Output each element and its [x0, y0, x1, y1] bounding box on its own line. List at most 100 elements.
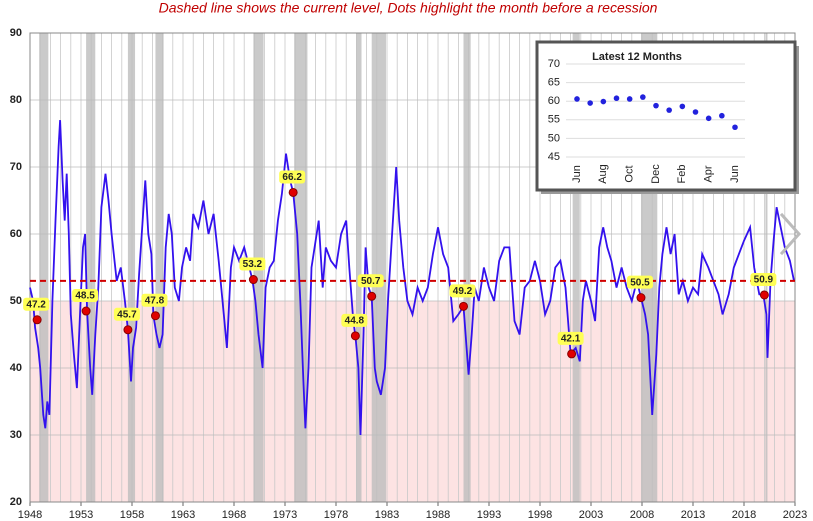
inset-dot [705, 115, 712, 122]
index-line [29, 120, 795, 436]
dot-label-bg [23, 297, 50, 311]
y-tick-label: 70 [10, 161, 22, 173]
x-tick-label: 2013 [681, 509, 705, 521]
inset-y-tick-label: 60 [548, 95, 560, 107]
inset-dot [640, 94, 646, 100]
recession-band [765, 33, 768, 502]
dot-label: 47.8 [145, 295, 165, 306]
recession-band [371, 33, 386, 502]
chart-title: Dashed line shows the current level, Dot… [159, 0, 658, 16]
recession-dot [123, 325, 133, 335]
dot-label-bg [113, 307, 140, 321]
inset-dot [679, 103, 686, 110]
y-tick-label: 30 [10, 429, 22, 441]
recession-band [127, 33, 136, 502]
inset-dot [613, 95, 620, 102]
x-tick-label: 1988 [426, 509, 450, 521]
x-tick-label: 1993 [477, 509, 501, 521]
dot-label: 47.2 [26, 299, 46, 310]
inset-y-tick-label: 65 [548, 77, 560, 89]
inset-dot [692, 109, 699, 115]
inset-y-tick-label: 70 [548, 58, 560, 70]
dot-label: 50.5 [630, 277, 650, 288]
y-tick-label: 20 [10, 496, 22, 508]
inset-box [535, 40, 797, 192]
y-tick-label: 90 [10, 27, 22, 39]
inset-y-tick-label: 55 [548, 114, 560, 126]
dot-label: 42.1 [561, 334, 581, 345]
inset-title: Latest 12 Months [592, 51, 682, 63]
x-tick-label: 1948 [18, 509, 42, 521]
recession-dot [248, 275, 258, 285]
dot-label-bg [449, 284, 476, 298]
y-tick-label: 50 [10, 295, 22, 307]
dot-label-bg [239, 257, 266, 271]
dot-label: 44.8 [345, 315, 365, 326]
inset-x-tick-label: Jun [729, 165, 741, 183]
inset-x-tick-label: Oct [624, 165, 636, 182]
recession-dot [567, 349, 577, 359]
dot-label-bg [626, 275, 653, 289]
x-tick-label: 1963 [171, 509, 195, 521]
x-tick-label: 2008 [630, 509, 654, 521]
dot-label: 49.2 [453, 286, 473, 297]
recession-band [39, 33, 49, 502]
inset-x-tick-label: Jun [571, 165, 583, 183]
recession-dot [150, 311, 160, 321]
x-tick-label: 1998 [528, 509, 552, 521]
inset-dot [626, 96, 633, 102]
dot-label-bg [557, 331, 584, 345]
x-tick-label: 2023 [783, 509, 807, 521]
x-tick-label: 1968 [222, 509, 246, 521]
recession-dot [32, 315, 42, 325]
x-tick-label: 1978 [324, 509, 348, 521]
recession-dot [636, 293, 646, 303]
x-tick-label: 1973 [273, 509, 297, 521]
recession-dot [759, 290, 769, 300]
x-tick-label: 1958 [120, 509, 144, 521]
recession-dot [459, 301, 468, 311]
scroll-arrow [779, 212, 802, 256]
recession-band [155, 33, 164, 502]
recession-dot [81, 306, 91, 316]
inset-dot [719, 112, 725, 119]
y-tick-label: 60 [10, 228, 22, 240]
inset-x-tick-label: Apr [703, 165, 715, 182]
dot-label-bg [750, 272, 777, 286]
dot-label: 48.5 [75, 291, 95, 302]
dot-label: 50.7 [361, 276, 381, 287]
recession-dot [350, 331, 360, 341]
inset-y-tick-label: 50 [548, 132, 560, 144]
inset-dot [653, 102, 659, 109]
x-tick-label: 1983 [375, 509, 399, 521]
recession-dot [288, 187, 298, 197]
dot-label-bg [279, 170, 306, 184]
dot-label-bg [72, 289, 99, 303]
recession-band [463, 33, 471, 502]
inset-x-tick-label: Feb [676, 165, 688, 184]
dot-label-bg [341, 313, 368, 327]
inset-x-tick-label: Aug [597, 164, 609, 184]
recession-dot [367, 291, 377, 301]
contraction-zone [30, 301, 795, 502]
inset-dot [574, 96, 580, 102]
x-tick-label: 2003 [579, 509, 603, 521]
recession-band [294, 33, 308, 502]
inset-dot [732, 124, 738, 131]
inset-dot [587, 100, 593, 106]
dot-label: 50.9 [754, 275, 774, 286]
x-tick-label: 1953 [69, 509, 93, 521]
dot-label: 53.2 [243, 259, 263, 270]
inset-y-tick-label: 45 [548, 151, 560, 163]
recession-band [356, 33, 362, 502]
y-tick-label: 40 [10, 362, 22, 374]
inset-dot [666, 107, 672, 113]
recession-band [572, 33, 580, 502]
y-tick-label: 80 [10, 94, 22, 106]
dot-label: 45.7 [117, 309, 137, 320]
inset-dot [600, 98, 607, 105]
plot-border [29, 32, 796, 503]
inset-x-tick-label: Dec [650, 164, 662, 184]
